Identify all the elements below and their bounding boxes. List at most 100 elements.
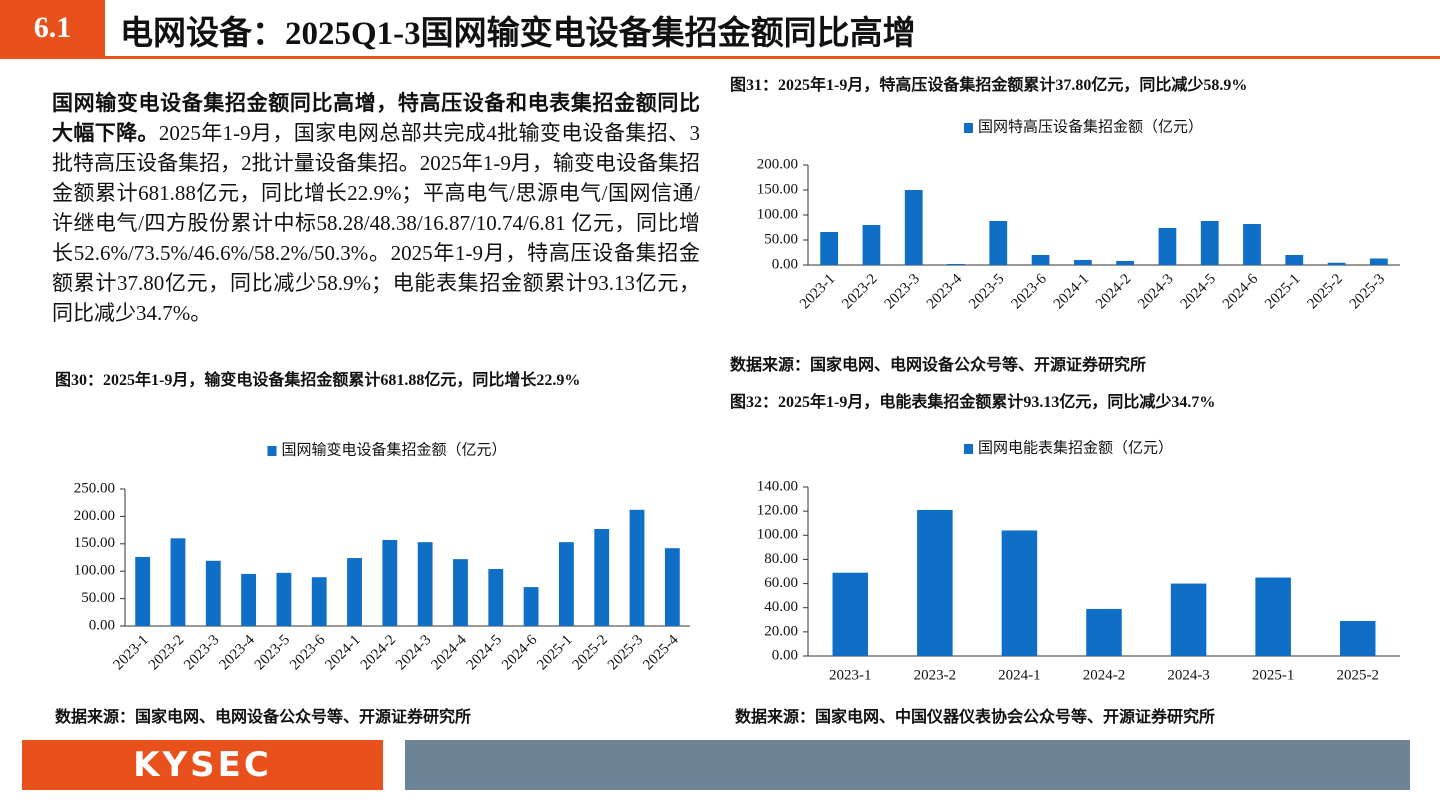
x-tick-label: 2023-2 (839, 271, 880, 312)
bar (1255, 577, 1291, 656)
y-tick-label: 120.00 (757, 503, 798, 519)
x-tick-label: 2024-5 (1178, 271, 1219, 312)
bar (205, 560, 221, 626)
bar (862, 225, 881, 265)
bar (1158, 228, 1177, 265)
bar (135, 556, 151, 626)
x-tick-label: 2023-1 (111, 632, 152, 673)
bar (629, 509, 645, 626)
x-tick-label: 2025-3 (1347, 271, 1388, 312)
y-tick-label: 0.00 (89, 617, 115, 633)
bar (170, 538, 186, 626)
x-tick-label: 2023-5 (966, 271, 1007, 312)
bar (1339, 620, 1376, 656)
y-tick-label: 200.00 (757, 156, 798, 172)
bar (664, 548, 680, 626)
x-tick-label: 2024-4 (428, 632, 470, 674)
figure-caption: 图31：2025年1-9月，特高压设备集招金额累计37.80亿元，同比减少58.… (730, 77, 1248, 94)
y-tick-label: 80.00 (764, 551, 798, 567)
text: 2025年1-9月，国家电网总部共完成4批输变电设备集招、3批特高压设备集招，2… (52, 121, 701, 325)
x-tick-label: 2024-3 (393, 632, 434, 673)
y-tick-label: 150.00 (74, 535, 115, 551)
y-tick-label: 100.00 (74, 563, 115, 579)
bar (241, 573, 257, 626)
legend-label: 国网特高压设备集招金额（亿元） (978, 118, 1203, 135)
y-tick-label: 50.00 (764, 231, 798, 247)
x-tick-label: 2023-2 (146, 632, 187, 673)
bar (820, 232, 839, 265)
legend-label: 国网输变电设备集招金额（亿元） (282, 441, 507, 458)
logo: KYSEC (22, 740, 383, 790)
x-tick-label: 2023-4 (216, 632, 258, 674)
legend-swatch (267, 446, 277, 456)
x-tick-label: 2024-1 (322, 632, 363, 673)
x-tick-label: 2023-4 (924, 271, 966, 313)
section-number: 6.1 (0, 0, 105, 56)
legend-swatch (964, 444, 973, 454)
bar (1327, 262, 1346, 265)
x-tick-label: 2025-2 (1336, 667, 1379, 683)
bar (558, 542, 574, 626)
x-tick-label: 2025-4 (640, 632, 682, 674)
bar (276, 572, 292, 626)
legend-swatch (964, 123, 973, 133)
y-tick-label: 40.00 (764, 599, 798, 615)
bar (904, 190, 923, 265)
slide-title: 电网设备：2025Q1-3国网输变电设备集招金额同比高增 (120, 16, 916, 52)
x-tick-label: 2024-2 (1083, 667, 1126, 683)
x-tick-label: 2023-1 (829, 667, 872, 683)
bar (347, 558, 362, 626)
x-tick-label: 2025-2 (570, 632, 611, 673)
bar (523, 587, 539, 626)
bar (1243, 224, 1261, 265)
figure-caption: 图30：2025年1-9月，输变电设备集招金额累计681.88亿元，同比增长22… (55, 372, 581, 389)
bar (311, 577, 327, 626)
x-tick-label: 2024-6 (1220, 271, 1262, 313)
x-tick-label: 2024-2 (1093, 271, 1134, 312)
x-tick-label: 2023-3 (181, 632, 222, 673)
x-tick-label: 2025-3 (605, 632, 646, 673)
x-tick-label: 2024-1 (1051, 271, 1092, 312)
x-tick-label: 2024-6 (499, 632, 541, 674)
legend-label: 国网电能表集招金额（亿元） (978, 439, 1173, 456)
bar (1073, 260, 1092, 265)
bar (917, 509, 953, 656)
x-tick-label: 2025-1 (1262, 271, 1303, 312)
bar (1170, 583, 1207, 656)
x-tick-label: 2023-1 (797, 271, 838, 312)
y-tick-label: 140.00 (757, 478, 798, 494)
y-tick-label: 50.00 (81, 590, 115, 606)
y-tick-label: 100.00 (757, 206, 798, 222)
lead: 国网输变电设备集招金额同比高增，特高压设备和电表集招金额同比大幅下降。 (52, 91, 700, 145)
bar (1200, 221, 1219, 265)
bar (417, 542, 433, 626)
bar (594, 529, 610, 626)
y-tick-label: 60.00 (764, 575, 798, 591)
source: 数据来源：国家电网、电网设备公众号等、开源证券研究所 (55, 709, 472, 726)
x-tick-label: 2025-2 (1304, 271, 1345, 312)
x-tick-label: 2023-6 (287, 632, 329, 674)
y-tick-label: 250.00 (74, 480, 115, 496)
bar (488, 569, 504, 626)
y-tick-label: 200.00 (74, 508, 115, 524)
x-tick-label: 2023-2 (914, 667, 957, 683)
source: 数据来源：国家电网、电网设备公众号等、开源证券研究所 (730, 357, 1147, 374)
body-text: 国网输变电设备集招金额同比高增，特高压设备和电表集招金额同比大幅下降。2025年… (52, 88, 700, 328)
bar (989, 221, 1008, 265)
x-tick-label: 2025-1 (1252, 667, 1295, 683)
bar (453, 559, 468, 626)
figure-caption: 图32：2025年1-9月，电能表集招金额累计93.13亿元，同比减少34.7% (730, 394, 1216, 411)
bar (1031, 255, 1050, 265)
bar (1086, 608, 1122, 656)
bar (1285, 255, 1304, 265)
x-tick-label: 2023-6 (1008, 271, 1050, 313)
source: 数据来源：国家电网、中国仪器仪表协会公众号等、开源证券研究所 (735, 709, 1216, 726)
x-tick-label: 2024-2 (358, 632, 399, 673)
header-rule (0, 56, 1440, 59)
x-tick-label: 2024-5 (464, 632, 505, 673)
x-tick-label: 2025-1 (534, 632, 575, 673)
bar (1116, 261, 1135, 265)
y-tick-label: 0.00 (772, 256, 798, 272)
y-tick-label: 0.00 (772, 647, 798, 663)
